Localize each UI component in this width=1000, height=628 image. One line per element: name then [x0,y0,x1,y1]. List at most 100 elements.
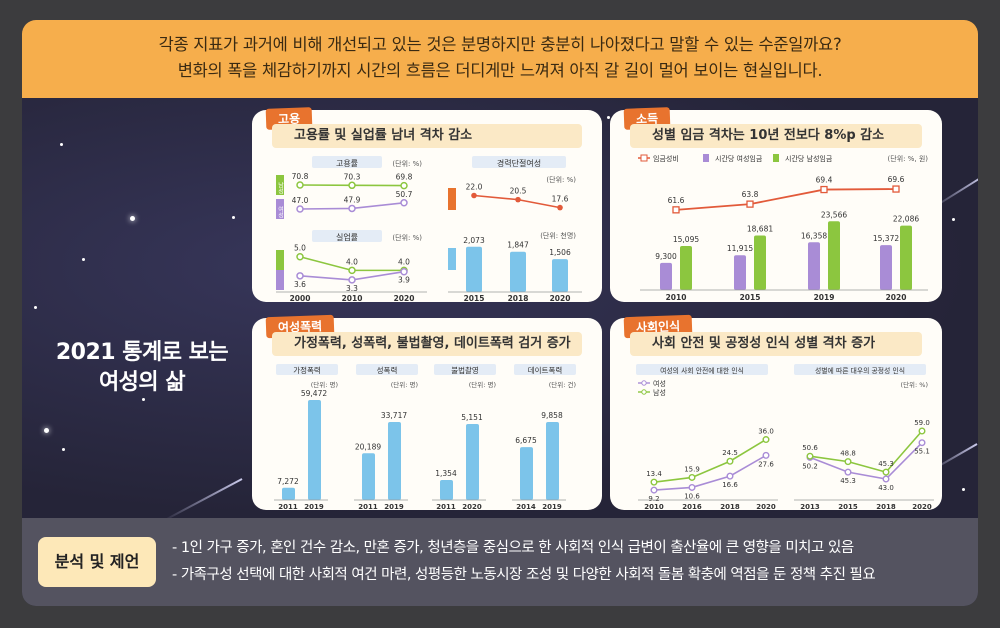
x-tick-label: 2018 [720,503,740,510]
header-line-2: 변화의 폭을 체감하기까지 시간의 흐름은 더디게만 느껴져 아직 갈 길이 멀… [177,61,823,80]
data-point [557,204,563,211]
bar-female [734,255,746,290]
data-label: 15.9 [684,465,700,473]
series-line-여성 [809,442,923,480]
data-point [806,452,814,460]
x-tick-label: 2015 [464,294,485,302]
series-tag-label: 남성 [277,181,284,194]
legend-marker [640,154,648,162]
wage-ratio-line [675,188,897,211]
unit-label: (단위: 명) [391,380,418,389]
data-label: 16,358 [801,231,827,240]
bar [552,259,568,292]
data-point [762,451,770,459]
bar [520,447,533,500]
panel-title: 고용률 및 실업률 남녀 격차 감소 [272,124,582,148]
infographic-frame: 각종 지표가 과거에 비해 개선되고 있는 것은 분명하지만 충분히 나아졌다고… [22,20,978,606]
data-point [820,185,828,194]
x-tick-label: 2011 [436,503,456,510]
legend-label: 임금성비 [653,154,679,163]
main-title: 2021 통계로 보는 여성의 삶 [42,338,242,398]
data-label: 33,717 [381,411,407,420]
data-label: 1,354 [435,469,457,478]
x-tick-label: 2015 [740,293,761,302]
data-label: 55.1 [914,448,930,456]
data-label: 5,151 [461,413,483,422]
star-decoration [232,216,235,219]
bar-female [880,245,892,290]
x-tick-label: 2020 [550,294,571,302]
data-point [515,196,521,203]
x-tick-label: 2016 [682,503,702,510]
data-label: 1,506 [549,248,571,257]
bar-male [754,235,766,290]
data-point [688,483,696,491]
data-label: 15,095 [673,235,699,244]
data-label: 10.6 [684,492,700,500]
data-point [348,204,356,213]
data-label: 16.6 [722,481,738,489]
bar [466,246,482,292]
data-label: 9.2 [648,495,659,503]
legend-marker [641,380,647,386]
data-label: 24.5 [722,449,738,457]
series-line-여성 [653,454,767,491]
star-decoration [952,218,955,221]
perception-panel: 사회인식 사회 안전 및 공정성 인식 성별 격차 증가 여성의 사회 안전에 … [610,314,942,510]
data-point [762,436,770,444]
x-tick-label: 2020 [394,294,415,302]
x-tick-label: 2019 [384,503,404,510]
unit-label: (단위: 명) [469,380,496,389]
data-label: 69.4 [816,176,833,185]
data-point [348,181,356,190]
subchart-title-bg [794,364,926,375]
series-tag-남성 [276,175,284,195]
data-point [471,192,477,199]
data-label: 69.6 [888,175,905,184]
bar-female [660,262,672,290]
data-point [672,206,680,214]
data-label: 17.6 [552,195,569,204]
legend-label: 시간당 여성임금 [715,154,763,163]
star-decoration [44,428,49,433]
x-tick-label: 2010 [666,293,687,302]
legend-label: 남성 [653,388,666,397]
subchart-title-bg [472,156,566,168]
subchart-title-bg [276,364,338,375]
star-decoration [62,448,65,451]
x-tick-label: 2015 [838,503,858,510]
data-label: 23,566 [821,210,847,219]
data-point [726,472,734,480]
x-tick-label: 2018 [508,294,529,302]
data-label: 6,675 [515,436,537,445]
x-tick-label: 2020 [912,503,932,510]
data-label: 59.0 [914,419,930,427]
legend-label: 시간당 남성임금 [785,154,833,163]
unit-label: (단위: 명) [311,380,338,389]
unit-label: (단위: %) [392,233,422,242]
bar-male [828,221,840,290]
data-point [918,427,926,435]
series-tag-label: 여성 [277,205,284,218]
data-label: 61.6 [668,196,685,205]
data-label: 9,858 [541,411,563,420]
star-decoration [607,116,610,119]
income-chart: 임금성비 시간당 여성임금 시간당 남성임금 (단위: %, 원) 9,300 11,91… [638,154,928,302]
data-point [296,272,304,280]
subchart-title-bg [312,230,382,242]
subchart-title-bg [514,364,576,375]
violence-chart: 가정폭력 (단위: 명) 7,272 2011 59,472 2019 성폭력 (단위: 명)… [274,364,576,510]
subchart-title: 경력단절여성 [497,158,541,168]
data-label: 11,915 [727,244,753,253]
data-point [400,199,408,207]
data-label: 45.3 [878,460,894,468]
data-label: 9,300 [655,252,677,261]
bar [440,480,453,500]
panel-title: 성별 임금 격차는 10년 전보다 8%p 감소 [630,124,922,148]
unit-label: (단위: %) [392,159,422,168]
main-title-line-2: 여성의 삶 [98,370,186,395]
series-tag-여성 [276,270,284,290]
legend-marker [641,389,647,395]
data-label: 50.7 [396,190,413,199]
data-point [882,475,890,483]
